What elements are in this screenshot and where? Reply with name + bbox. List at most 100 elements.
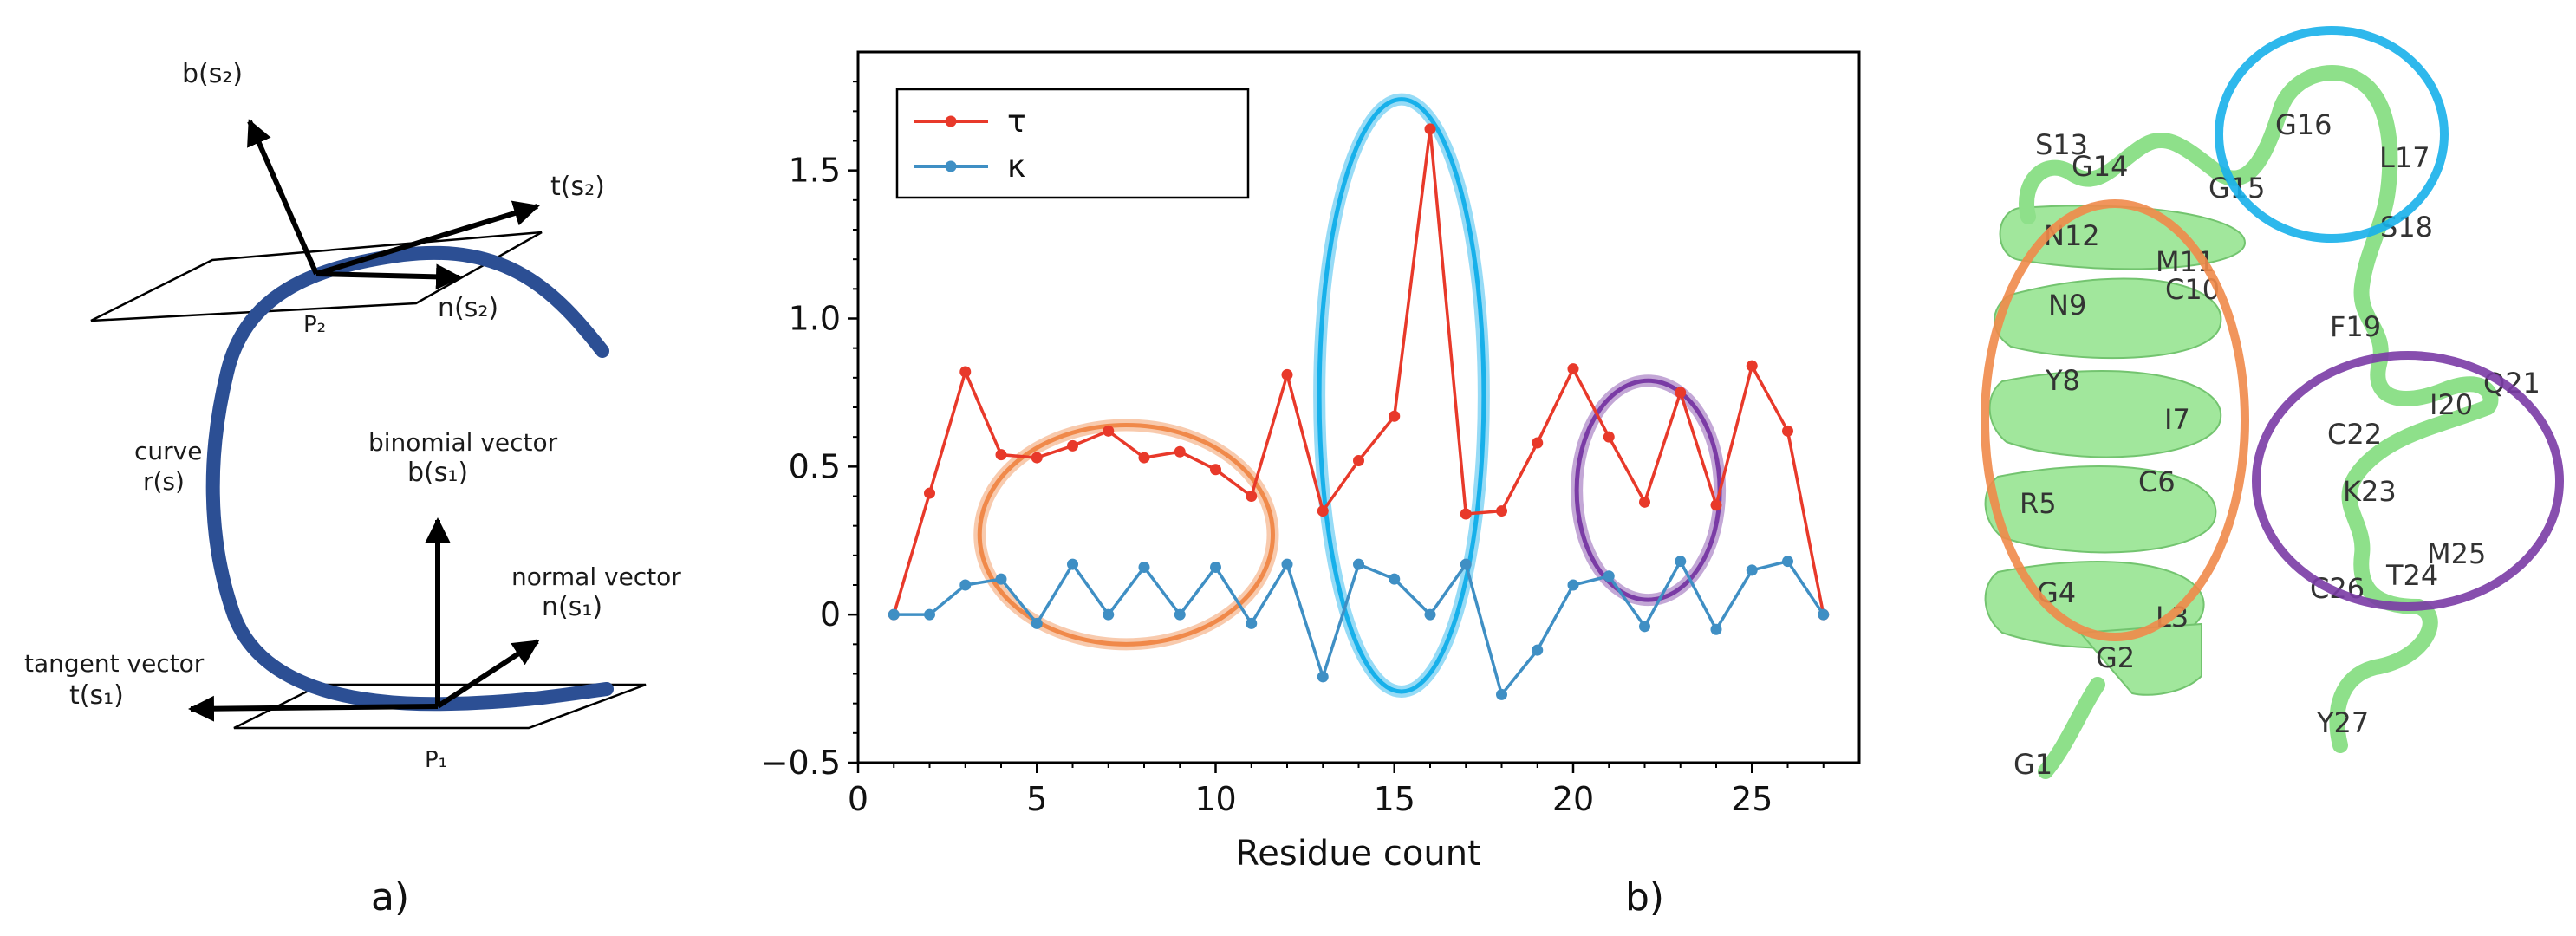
data-point-tau <box>1746 360 1758 372</box>
panel-label-a: a) <box>371 875 409 920</box>
space-curve <box>205 245 614 712</box>
plane-p1 <box>233 683 647 730</box>
y-axis: −0.5 0 0.5 1.0 1.5 <box>761 81 858 782</box>
data-point-tau <box>1675 387 1687 399</box>
data-point-tau <box>1031 452 1043 464</box>
x-tick-label: 20 <box>1552 780 1594 818</box>
y-tick-label: 1.0 <box>789 300 841 338</box>
data-point-tau <box>1782 425 1793 437</box>
data-point-tau <box>1246 491 1258 502</box>
residue-label: T24 <box>2385 559 2438 592</box>
data-point-kappa <box>1639 621 1650 633</box>
data-point-tau <box>1460 508 1472 520</box>
normal-vector-s2 <box>315 263 462 290</box>
data-point-tau <box>1067 439 1078 452</box>
residue-label: R5 <box>2020 487 2057 520</box>
x-tick-label: 0 <box>848 780 868 818</box>
data-point-kappa <box>1174 608 1186 621</box>
y-tick-label: 0.5 <box>789 447 841 485</box>
data-point-kappa <box>1246 617 1258 629</box>
coil-tubes <box>2019 65 2499 779</box>
highlight-ellipse-cyan <box>1317 97 1486 694</box>
residue-label: S13 <box>2035 128 2088 161</box>
label-t-s2: t(s₂) <box>550 172 605 202</box>
data-point-tau <box>1532 437 1544 449</box>
data-point-tau <box>959 366 972 378</box>
label-p1: P₁ <box>425 747 447 773</box>
residue-label: C6 <box>2138 465 2176 498</box>
data-point-kappa <box>1103 608 1115 621</box>
label-b-s2: b(s₂) <box>182 59 243 89</box>
data-point-tau <box>1317 505 1329 517</box>
x-tick-label: 25 <box>1731 780 1773 818</box>
legend-tau-marker <box>945 115 957 127</box>
data-point-kappa <box>1031 617 1043 629</box>
data-point-kappa <box>1460 558 1472 570</box>
data-point-tau <box>1639 496 1650 508</box>
legend-kappa-marker <box>945 160 957 172</box>
data-point-tau <box>1103 425 1115 437</box>
residue-label: G16 <box>2275 108 2332 141</box>
legend-box <box>895 88 1250 199</box>
residue-label: M25 <box>2427 537 2486 570</box>
label-curve: curve <box>134 437 202 465</box>
data-point-tau <box>995 449 1007 461</box>
label-binomial: binomial vector <box>368 428 558 457</box>
data-point-kappa <box>1210 562 1221 573</box>
data-point-tau <box>1210 464 1221 476</box>
data-point-kappa <box>1782 556 1793 568</box>
data-point-kappa <box>1389 573 1401 585</box>
legend: τ κ <box>895 88 1250 199</box>
legend-kappa-label: κ <box>1007 149 1025 185</box>
residue-label: Y8 <box>2045 364 2080 397</box>
data-point-tau <box>1174 445 1186 458</box>
protein-ellipse-cyan <box>2215 26 2449 243</box>
normal-vector-s1 <box>436 639 540 709</box>
y-tick-label: 0 <box>820 595 841 634</box>
residue-label: I7 <box>2164 403 2190 436</box>
data-point-kappa <box>1138 562 1150 573</box>
label-b-s1: b(s₁) <box>407 458 468 488</box>
x-axis-title: Residue count <box>1235 834 1480 874</box>
label-n-s1: n(s₁) <box>542 592 602 622</box>
residue-label: Y27 <box>2316 706 2369 739</box>
frenet-diagram: b(s₂) t(s₂) n(s₂) P₂ curve r(s) binomial… <box>24 59 681 920</box>
data-point-kappa <box>888 608 900 621</box>
data-point-tau <box>1567 363 1579 375</box>
y-tick-label: 1.5 <box>789 152 841 190</box>
y-tick-label: −0.5 <box>761 744 841 782</box>
label-t-s1: t(s₁) <box>69 680 124 711</box>
residue-label: G1 <box>2013 748 2052 781</box>
data-point-kappa <box>1281 558 1293 570</box>
residue-label: L17 <box>2379 141 2430 174</box>
data-point-tau <box>1281 368 1293 380</box>
data-point-kappa <box>1317 671 1329 683</box>
data-point-tau <box>1710 499 1722 511</box>
label-n-s2: n(s₂) <box>438 293 498 323</box>
chart-area: −0.500.51.01.5 0 5 10 15 20 25 Residue count … <box>761 50 1861 920</box>
protein-cartoon: G16 S13 G14 L17 G15 N12 S18 M11 C10 N9 F… <box>1981 26 2564 781</box>
label-tangent: tangent vector <box>24 649 205 678</box>
data-point-kappa <box>1532 644 1544 656</box>
x-axis: 0 5 10 15 20 25 <box>848 763 1825 818</box>
series-line-tau <box>892 128 1825 615</box>
residue-label: F19 <box>2330 310 2381 343</box>
data-point-kappa <box>924 608 935 621</box>
binormal-vector-s2 <box>247 119 319 276</box>
data-point-kappa <box>1424 608 1436 621</box>
residue-label: I20 <box>2430 388 2473 421</box>
data-point-kappa <box>1603 570 1615 582</box>
tangent-vector-s1 <box>188 695 439 722</box>
data-point-kappa <box>959 579 972 591</box>
data-point-kappa <box>1567 579 1579 591</box>
x-tick-label: 10 <box>1194 780 1236 818</box>
residue-label: G14 <box>2072 150 2129 183</box>
x-tick-label: 5 <box>1026 780 1047 818</box>
data-point-kappa <box>1067 558 1078 570</box>
data-point-kappa <box>1675 556 1687 568</box>
data-point-tau <box>1496 505 1507 517</box>
residue-label: K23 <box>2343 475 2397 508</box>
residue-label: N9 <box>2048 289 2086 322</box>
protein-ellipse-purple <box>2252 351 2564 611</box>
